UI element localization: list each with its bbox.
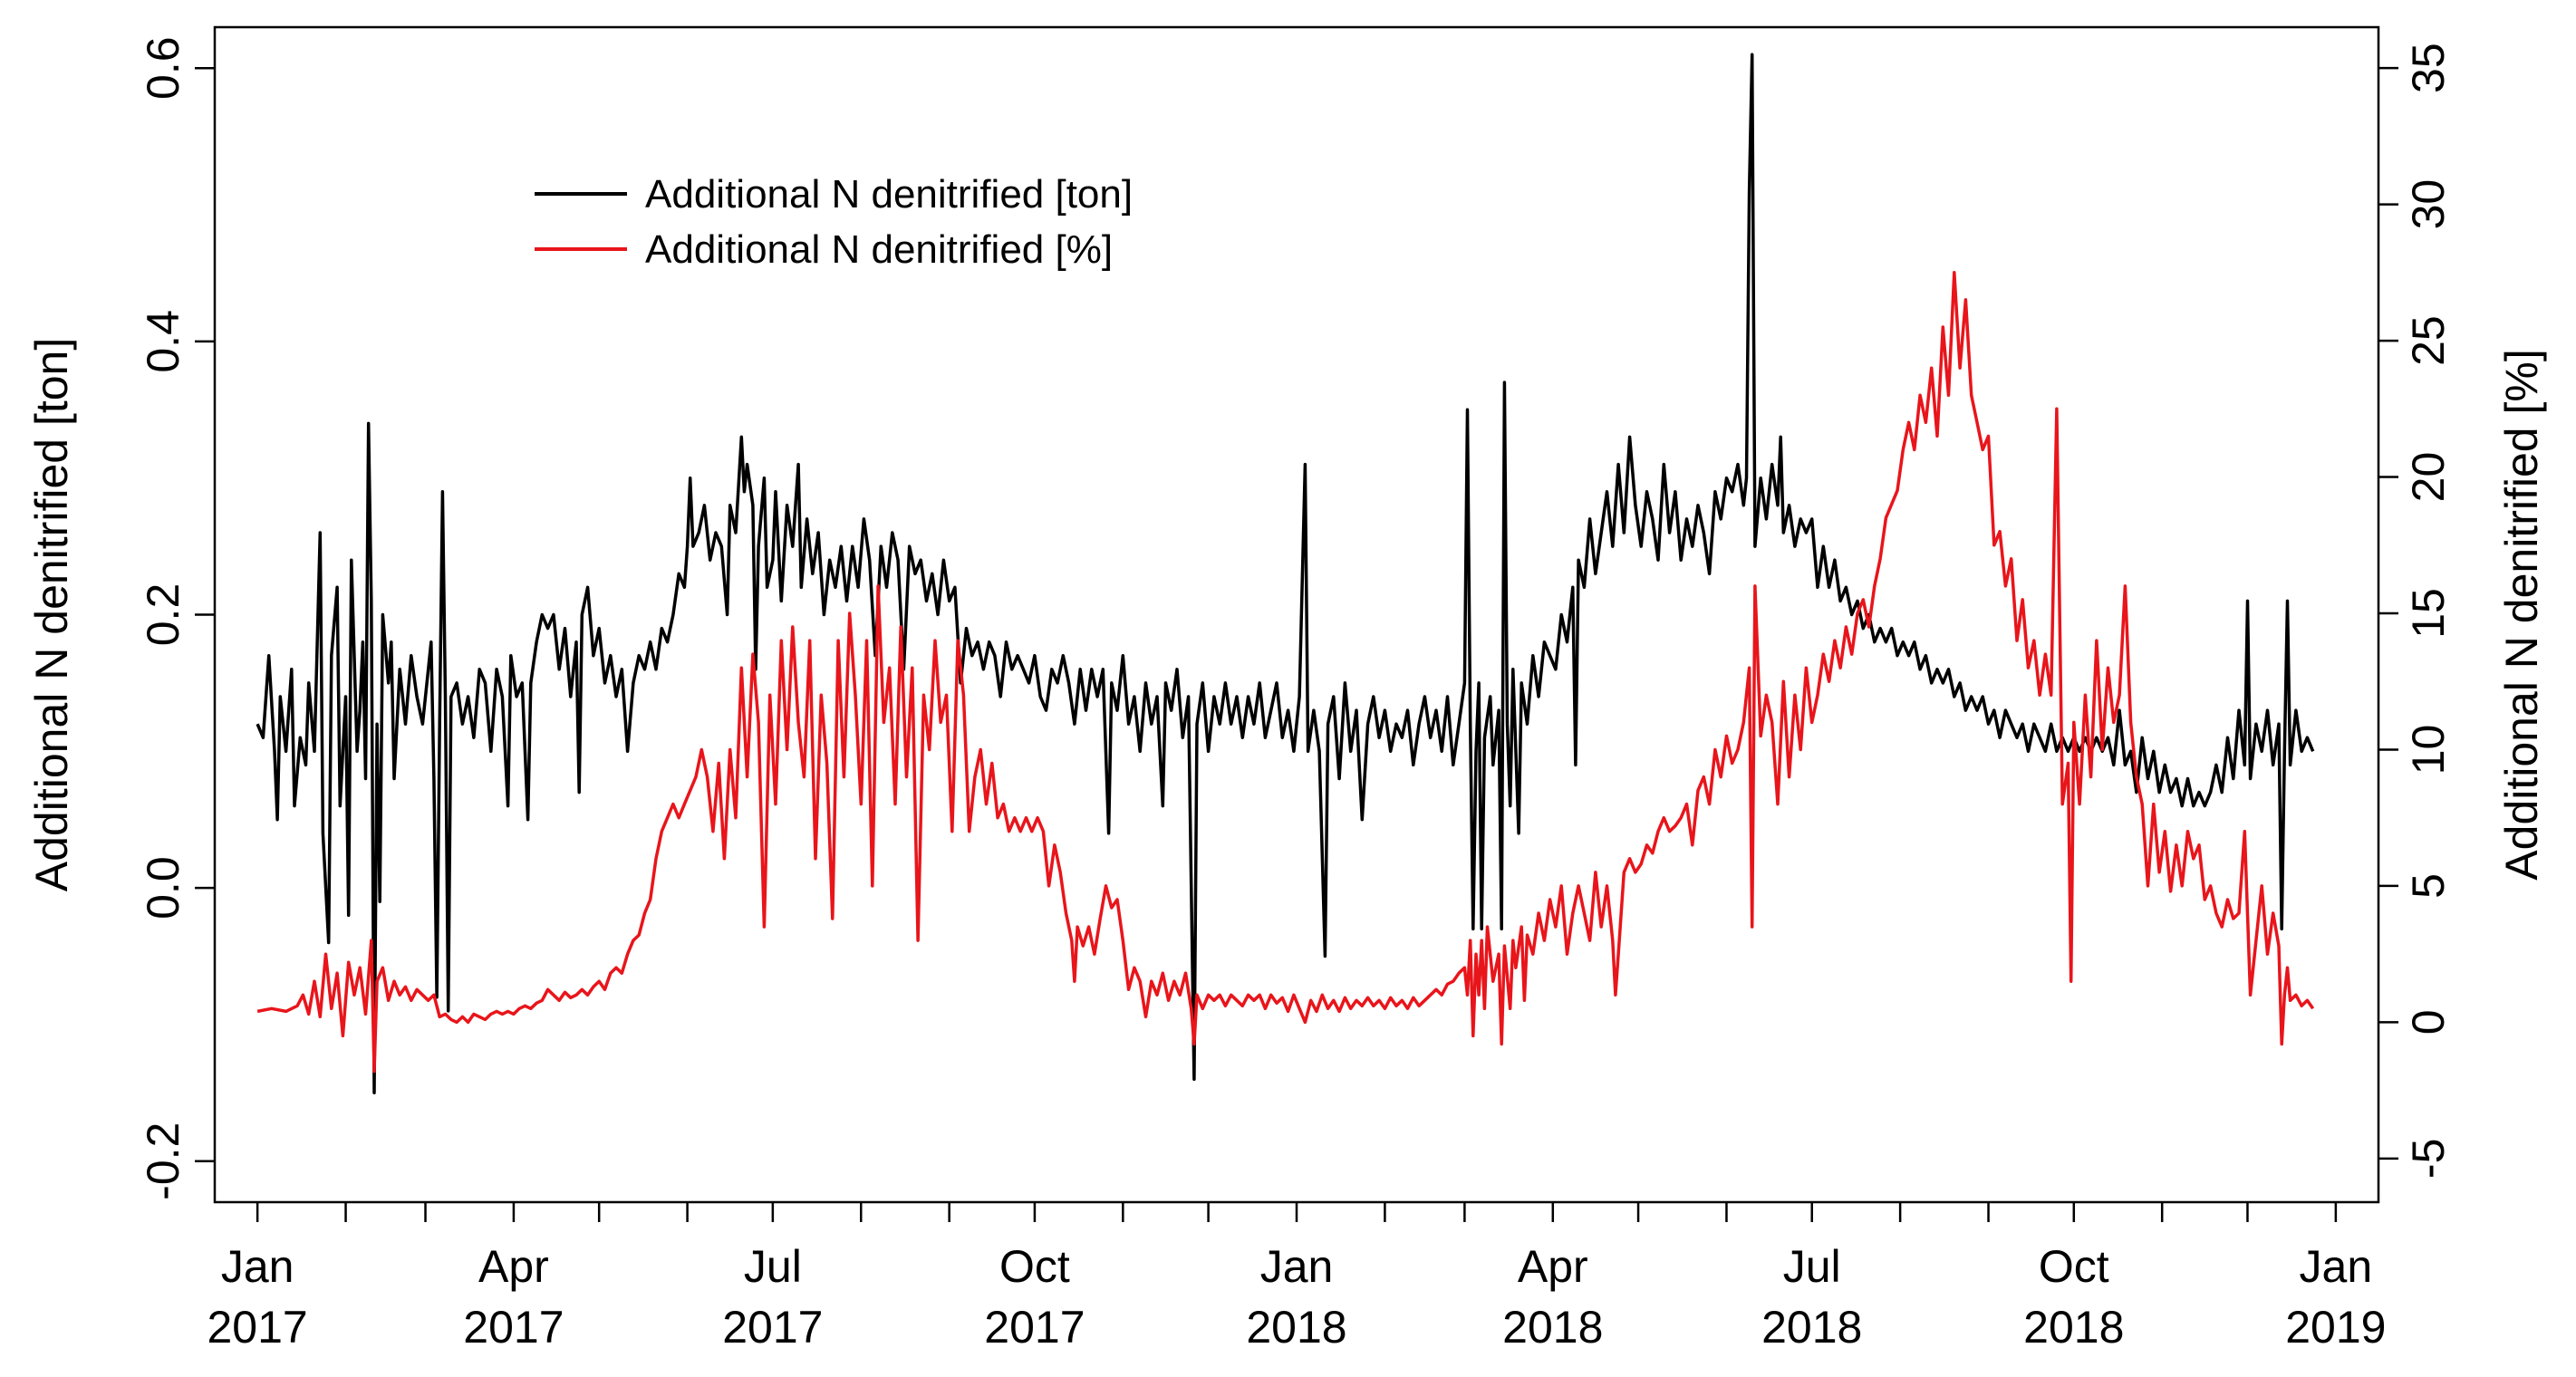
y-left-tick-label: 0.4	[138, 310, 188, 373]
y-left-tick-label: 0.6	[138, 36, 188, 100]
x-tick-label-year: 2017	[984, 1302, 1085, 1353]
x-tick-label-month: Oct	[999, 1241, 1070, 1292]
y-right-tick-label: 5	[2403, 873, 2454, 899]
y-axis-left-label: Additional N denitrified [ton]	[26, 338, 77, 891]
series-line-ton	[256, 53, 2315, 1095]
x-tick-label-month: Jan	[221, 1241, 294, 1292]
y-right-tick-label: 30	[2403, 179, 2454, 230]
legend-label-ton: Additional N denitrified [ton]	[645, 172, 1133, 217]
x-axis: Jan 2017 Apr 2017 Jul 2017 Oct 2017 Jan 2018 Apr 20…	[207, 1202, 2386, 1353]
x-tick-label-year: 2017	[207, 1302, 308, 1353]
x-tick-label-month: Jul	[744, 1241, 802, 1292]
y-right-tick-label: 0	[2403, 1009, 2454, 1035]
x-tick-label-month: Apr	[478, 1241, 549, 1292]
y-right-tick-label: -5	[2403, 1139, 2454, 1179]
y-right-tick-label: 10	[2403, 725, 2454, 775]
y-right-tick-label: 20	[2403, 452, 2454, 503]
y-axis-right: -5 0 5 10 15 20 25 30 35	[2378, 43, 2454, 1179]
plot-lines	[256, 53, 2315, 1095]
y-right-tick-label: 35	[2403, 43, 2454, 93]
y-axis-right-label: Additional N denitrified [%]	[2496, 349, 2547, 880]
series-line-percent	[256, 271, 2315, 1074]
x-tick-label-year: 2018	[2023, 1302, 2124, 1353]
y-right-tick-label: 25	[2403, 315, 2454, 366]
x-tick-label-month: Apr	[1518, 1241, 1588, 1292]
y-axis-left: -0.2 0.0 0.2 0.4 0.6	[138, 36, 215, 1200]
x-tick-label-year: 2018	[1761, 1302, 1862, 1353]
x-tick-label-month: Jan	[1260, 1241, 1334, 1292]
y-left-tick-label: 0.2	[138, 583, 188, 647]
x-tick-label-year: 2018	[1502, 1302, 1603, 1353]
x-tick-label-year: 2018	[1246, 1302, 1346, 1353]
x-tick-label-year: 2017	[722, 1302, 823, 1353]
x-tick-label-year: 2017	[463, 1302, 564, 1353]
x-tick-label-month: Jan	[2300, 1241, 2373, 1292]
y-right-tick-label: 15	[2403, 588, 2454, 639]
x-tick-label-month: Jul	[1783, 1241, 1841, 1292]
y-left-tick-label: 0.0	[138, 856, 188, 920]
legend: Additional N denitrified [ton] Additiona…	[535, 172, 1133, 272]
y-left-tick-label: -0.2	[138, 1122, 188, 1200]
x-tick-label-year: 2019	[2285, 1302, 2386, 1353]
x-tick-label-month: Oct	[2039, 1241, 2109, 1292]
legend-label-percent: Additional N denitrified [%]	[645, 227, 1113, 272]
